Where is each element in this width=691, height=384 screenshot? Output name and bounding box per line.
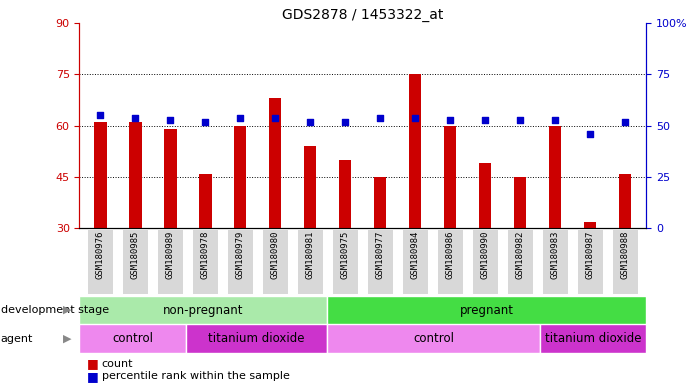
Point — [410, 114, 421, 121]
Text: GSM180989: GSM180989 — [166, 230, 175, 279]
Text: ▶: ▶ — [63, 334, 71, 344]
Point — [515, 116, 526, 122]
Bar — [95, 122, 106, 228]
Bar — [304, 146, 316, 228]
Text: GSM180988: GSM180988 — [621, 230, 630, 279]
Text: ▶: ▶ — [63, 305, 71, 315]
Point — [130, 114, 141, 121]
Text: ■: ■ — [86, 358, 98, 371]
Bar — [612, 230, 638, 295]
Bar — [79, 296, 328, 324]
Bar — [328, 296, 646, 324]
Bar — [269, 98, 281, 228]
Text: GSM180983: GSM180983 — [551, 230, 560, 279]
Text: count: count — [102, 359, 133, 369]
Text: GSM180986: GSM180986 — [446, 230, 455, 279]
Bar — [123, 230, 148, 295]
Title: GDS2878 / 1453322_at: GDS2878 / 1453322_at — [282, 8, 444, 22]
Text: GSM180975: GSM180975 — [341, 230, 350, 279]
Bar — [409, 74, 422, 228]
Bar — [444, 126, 456, 228]
Point — [305, 119, 316, 125]
Bar — [164, 129, 176, 228]
Point — [585, 131, 596, 137]
Text: titanium dioxide: titanium dioxide — [545, 333, 641, 345]
Text: GSM180979: GSM180979 — [236, 230, 245, 279]
Bar — [339, 160, 352, 228]
Bar — [549, 126, 561, 228]
Point — [95, 113, 106, 119]
Point — [200, 119, 211, 125]
Text: GSM180980: GSM180980 — [271, 230, 280, 279]
Text: GSM180987: GSM180987 — [586, 230, 595, 279]
Bar — [234, 126, 247, 228]
Bar — [158, 230, 183, 295]
Point — [165, 116, 176, 122]
Point — [375, 114, 386, 121]
Text: percentile rank within the sample: percentile rank within the sample — [102, 371, 290, 381]
Text: GSM180982: GSM180982 — [515, 230, 524, 279]
Bar — [374, 177, 386, 228]
Point — [235, 114, 246, 121]
Text: GSM180976: GSM180976 — [96, 230, 105, 279]
Bar — [479, 164, 491, 228]
Point — [340, 119, 351, 125]
Bar — [514, 177, 527, 228]
Point — [445, 116, 456, 122]
Point — [620, 119, 631, 125]
Text: GSM180978: GSM180978 — [201, 230, 210, 279]
Bar — [88, 230, 113, 295]
Bar — [368, 230, 393, 295]
Text: pregnant: pregnant — [460, 304, 513, 316]
Bar — [298, 230, 323, 295]
Text: titanium dioxide: titanium dioxide — [208, 333, 305, 345]
Bar — [403, 230, 428, 295]
Text: GSM180990: GSM180990 — [481, 230, 490, 279]
Bar — [584, 222, 596, 228]
Text: GSM180984: GSM180984 — [410, 230, 419, 279]
Point — [269, 114, 281, 121]
Bar — [193, 230, 218, 295]
Bar — [619, 174, 631, 228]
Bar — [508, 230, 533, 295]
Bar — [437, 230, 463, 295]
Bar — [228, 230, 253, 295]
Bar — [129, 122, 142, 228]
Text: control: control — [112, 333, 153, 345]
Text: control: control — [413, 333, 454, 345]
Bar — [473, 230, 498, 295]
Bar — [263, 230, 288, 295]
Bar — [328, 324, 540, 353]
Point — [480, 116, 491, 122]
Text: agent: agent — [1, 334, 33, 344]
Bar — [332, 230, 358, 295]
Bar — [186, 324, 328, 353]
Bar — [79, 324, 186, 353]
Text: GSM180981: GSM180981 — [306, 230, 315, 279]
Bar — [542, 230, 568, 295]
Text: development stage: development stage — [1, 305, 108, 315]
Text: ■: ■ — [86, 370, 98, 383]
Bar — [540, 324, 646, 353]
Bar — [199, 174, 211, 228]
Text: non-pregnant: non-pregnant — [163, 304, 244, 316]
Bar — [578, 230, 603, 295]
Text: GSM180977: GSM180977 — [376, 230, 385, 279]
Point — [549, 116, 560, 122]
Text: GSM180985: GSM180985 — [131, 230, 140, 279]
